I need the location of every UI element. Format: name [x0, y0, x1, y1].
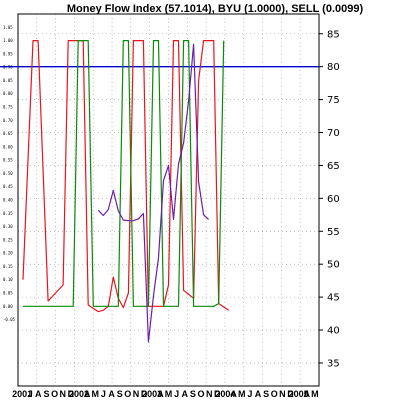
left-tick-label: 0.85	[3, 78, 13, 83]
x-tick-label: A	[230, 389, 237, 399]
right-axis-ticks: 35 40 45 50 55 60 65 70 75 80 85	[319, 29, 340, 370]
x-tick-label: 2005	[289, 389, 309, 399]
x-tick-label: D	[141, 389, 148, 399]
right-tick-label: 35	[327, 359, 340, 370]
series-line-money-flow-index	[97, 43, 210, 343]
x-tick-label: D	[68, 389, 75, 399]
x-tick-label: M	[165, 389, 173, 399]
x-tick-label: J	[174, 389, 179, 399]
left-axis-ticks: -0.05 0.00 0.05 0.10 0.15 0.20 0.25 0.30 0.35 0.4…	[3, 25, 16, 322]
x-tick-label: A	[255, 389, 262, 399]
left-tick-label: 0.65	[3, 131, 13, 136]
x-tick-label: A	[182, 389, 189, 399]
left-tick-label: 0.40	[3, 198, 13, 203]
x-tick-label: S	[117, 389, 123, 399]
right-tick-label: 60	[327, 194, 340, 205]
x-tick-label: 2003	[142, 389, 162, 399]
x-tick-label: M	[92, 389, 100, 399]
left-tick-label: 0.25	[3, 237, 13, 242]
left-tick-label: 0.60	[3, 144, 13, 149]
series-line-byu	[23, 39, 225, 307]
right-tick-label: 80	[327, 62, 340, 73]
x-tick-label: D	[287, 389, 294, 399]
right-tick-label: 55	[327, 227, 340, 238]
x-tick-label: N	[206, 389, 213, 399]
left-tick-label: 0.00	[3, 304, 13, 309]
chart-title: Money Flow Index (57.1014), BYU (1.0000)…	[67, 3, 364, 15]
x-tick-label: 2001	[12, 389, 32, 399]
left-tick-label: 0.05	[3, 291, 13, 296]
left-tick-label: 0.70	[3, 118, 13, 123]
x-tick-label: M	[238, 389, 246, 399]
x-tick-label: A	[108, 389, 115, 399]
series-line-sell	[22, 39, 230, 313]
left-tick-label: 0.20	[3, 251, 13, 256]
x-tick-label: N	[279, 389, 286, 399]
x-tick-label: J	[28, 389, 33, 399]
left-tick-label: -0.05	[3, 317, 16, 322]
x-tick-label: A	[304, 389, 311, 399]
right-tick-label: 75	[327, 95, 340, 106]
x-tick-label: D	[214, 389, 221, 399]
left-tick-label: 0.45	[3, 184, 13, 189]
left-tick-label: 0.75	[3, 105, 13, 110]
left-tick-label: 1.00	[3, 38, 13, 43]
x-tick-label: S	[43, 389, 49, 399]
series-layer	[22, 39, 230, 343]
x-tick-label: S	[190, 389, 196, 399]
left-tick-label: 0.30	[3, 224, 13, 229]
right-tick-label: 50	[327, 260, 340, 271]
x-tick-label: N	[59, 389, 66, 399]
x-tick-label: S	[263, 389, 269, 399]
left-tick-label: 0.55	[3, 158, 13, 163]
right-tick-label: 40	[327, 326, 340, 337]
x-tick-label: 2004	[215, 389, 235, 399]
x-tick-label: 2002	[69, 389, 89, 399]
x-tick-label: O	[197, 389, 204, 399]
x-tick-label: N	[133, 389, 140, 399]
left-tick-label: 0.15	[3, 264, 13, 269]
x-tick-label: J	[101, 389, 106, 399]
x-tick-label: O	[124, 389, 131, 399]
left-tick-label: 0.35	[3, 211, 13, 216]
right-tick-label: 45	[327, 293, 340, 304]
left-tick-label: 1.05	[3, 25, 13, 30]
x-tick-label: A	[157, 389, 164, 399]
left-tick-label: 0.50	[3, 171, 13, 176]
x-tick-label: O	[271, 389, 278, 399]
left-tick-label: 0.80	[3, 91, 13, 96]
plot-frame	[17, 13, 320, 387]
x-tick-label: O	[51, 389, 58, 399]
left-tick-label: 0.10	[3, 277, 13, 282]
left-tick-label: 0.95	[3, 51, 13, 56]
x-tick-label: A	[84, 389, 91, 399]
x-tick-label: M	[311, 389, 319, 399]
right-tick-label: 70	[327, 128, 340, 139]
x-tick-label: A	[35, 389, 42, 399]
right-tick-label: 65	[327, 161, 340, 172]
right-tick-label: 85	[327, 29, 340, 40]
x-tick-label: J	[247, 389, 252, 399]
